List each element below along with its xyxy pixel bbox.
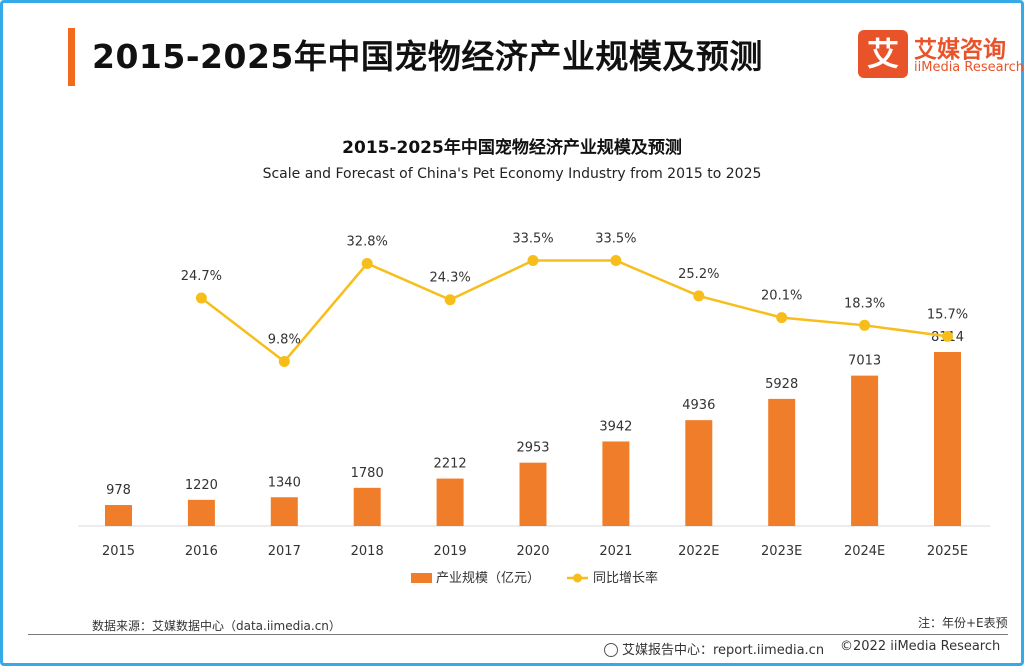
growth-label-2017: 9.8% [268, 333, 301, 348]
brand-logo: 艾 艾媒咨询 iiMedia Research [858, 30, 1024, 80]
growth-label-2023E: 20.1% [761, 289, 802, 304]
growth-point-2017 [278, 356, 290, 368]
footer-divider [28, 634, 1008, 635]
bar-label-2019: 2212 [434, 457, 467, 472]
data-source: 数据来源：艾媒数据中心（data.iimedia.cn） [92, 619, 341, 633]
x-tick-2018: 2018 [351, 544, 384, 559]
bar-label-2015: 978 [106, 483, 131, 498]
growth-label-2018: 32.8% [347, 235, 388, 250]
x-tick-2024E: 2024E [844, 544, 885, 559]
page-title: 2015-2025年中国宠物经济产业规模及预测 [92, 37, 763, 76]
growth-label-2016: 24.7% [181, 269, 222, 284]
bar-label-2024E: 7013 [848, 354, 881, 369]
logo-mark-icon: 艾 [858, 30, 908, 78]
x-tick-2023E: 2023E [761, 544, 802, 559]
growth-label-2019: 24.3% [429, 271, 470, 286]
bar-2021 [602, 441, 630, 526]
copyright: ©2022 iiMedia Research [840, 639, 1001, 654]
growth-label-2020: 33.5% [512, 232, 553, 247]
bar-label-2018: 1780 [351, 466, 384, 481]
x-tick-2025E: 2025E [927, 544, 968, 559]
legend-line-marker [573, 573, 582, 583]
bar-2023E [768, 398, 796, 526]
growth-point-2023E [776, 312, 788, 324]
x-tick-2022E: 2022E [678, 544, 719, 559]
x-tick-2017: 2017 [268, 544, 301, 559]
bar-2022E [685, 420, 713, 526]
x-tick-2015: 2015 [102, 544, 135, 559]
growth-point-2018 [361, 258, 373, 270]
bar-2025E [934, 352, 961, 526]
report-center: 艾媒报告中心：report.iimedia.cn [604, 639, 824, 658]
x-tick-2019: 2019 [434, 544, 467, 559]
bar-2024E [851, 375, 879, 526]
bar-label-2022E: 4936 [682, 398, 715, 413]
x-tick-2016: 2016 [185, 544, 218, 559]
growth-point-2019 [444, 294, 456, 306]
growth-point-2025E [942, 330, 953, 342]
bar-label-2021: 3942 [599, 419, 632, 434]
legend-bar-swatch [411, 573, 432, 583]
title-accent-bar [68, 28, 75, 86]
chart-subtitle: Scale and Forecast of China's Pet Econom… [262, 166, 762, 182]
logo-text-cn: 艾媒咨询 [914, 37, 1006, 63]
footnote: 注：年份+E表预 [918, 616, 1008, 630]
legend-line-label: 同比增长率 [593, 570, 658, 586]
growth-label-2025E: 15.7% [927, 307, 968, 322]
x-tick-2021: 2021 [599, 544, 632, 559]
growth-point-2022E [693, 290, 705, 302]
growth-label-2022E: 25.2% [678, 267, 719, 282]
bar-2020 [519, 462, 547, 526]
growth-point-2020 [527, 255, 539, 267]
bar-2015 [105, 505, 132, 526]
growth-point-2021 [610, 255, 622, 267]
report-center-label: 艾媒报告中心：report.iimedia.cn [622, 643, 825, 658]
bar-2016 [187, 499, 215, 526]
growth-label-2021: 33.5% [595, 232, 636, 247]
bar-2018 [353, 487, 381, 526]
growth-rate-line [200, 259, 948, 364]
growth-point-2024E [859, 319, 871, 331]
legend-bar-label: 产业规模（亿元） [436, 571, 540, 586]
bar-label-2023E: 5928 [765, 377, 798, 392]
bar-2017 [270, 497, 298, 526]
x-tick-2020: 2020 [516, 544, 549, 559]
chart-title: 2015-2025年中国宠物经济产业规模及预测 [342, 138, 682, 158]
bar-label-2020: 2953 [516, 441, 549, 456]
logo-text-en: iiMedia Research [914, 60, 1024, 75]
bar-label-2016: 1220 [185, 478, 218, 493]
bar-2019 [436, 478, 464, 526]
growth-label-2024E: 18.3% [844, 296, 885, 311]
growth-point-2016 [195, 292, 207, 304]
bar-label-2017: 1340 [268, 475, 301, 490]
globe-icon [604, 643, 618, 657]
